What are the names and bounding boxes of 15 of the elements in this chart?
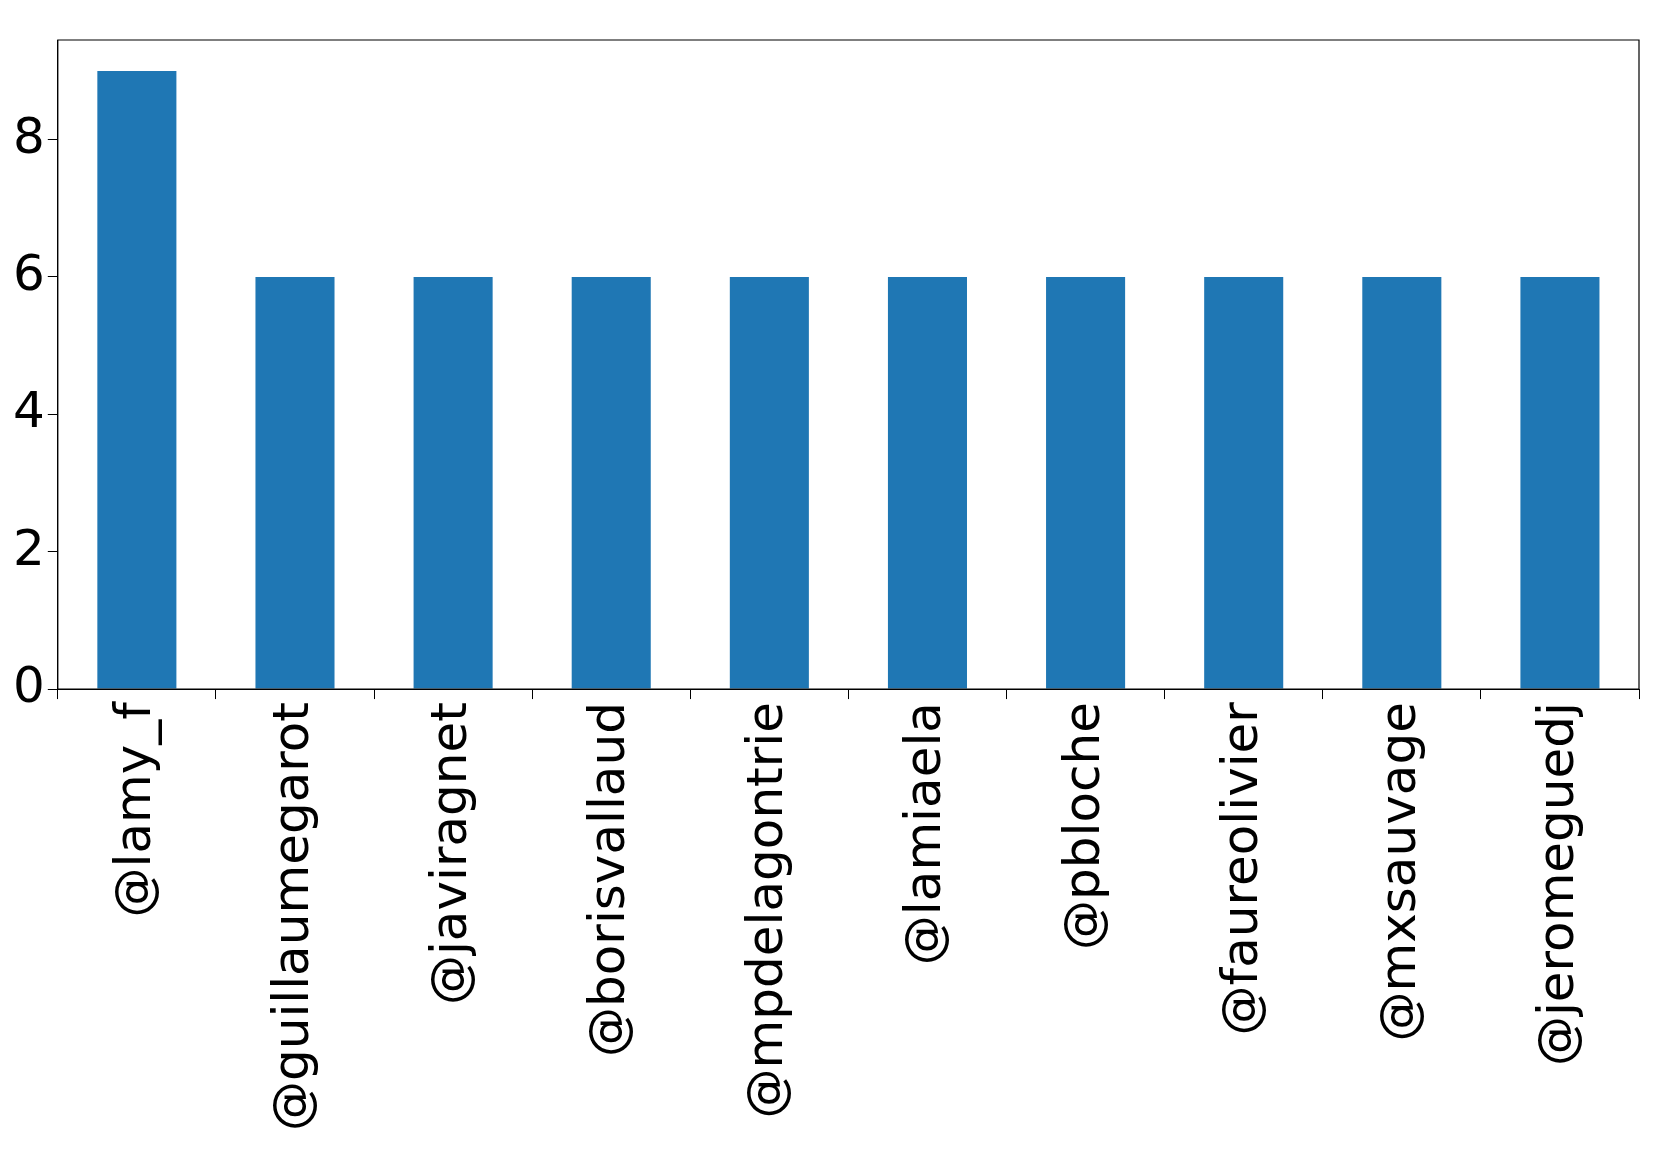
x-tick-label: @borisvallaud <box>578 702 637 1057</box>
x-tick-label: @javiragnet <box>420 702 479 1006</box>
x-tick-label: @mpdelagontrie <box>736 702 795 1119</box>
y-tick-label: 0 <box>13 656 45 715</box>
x-tick-label: @lamiaela <box>894 702 953 966</box>
x-tick-label: @guillaumegarot <box>261 702 320 1132</box>
x-tick-label: @faureolivier <box>1210 701 1269 1036</box>
y-tick-label: 4 <box>13 381 45 440</box>
y-tick-label: 6 <box>13 243 45 302</box>
x-tick-label: @mxsauvage <box>1368 702 1427 1042</box>
y-tick-label: 8 <box>13 106 45 165</box>
y-tick-label: 2 <box>13 518 45 577</box>
x-tick-label: @jeromeguedj <box>1526 702 1585 1067</box>
x-tick-label: @lamy_f <box>103 700 162 918</box>
x-tick-label: @pbloche <box>1052 702 1111 950</box>
